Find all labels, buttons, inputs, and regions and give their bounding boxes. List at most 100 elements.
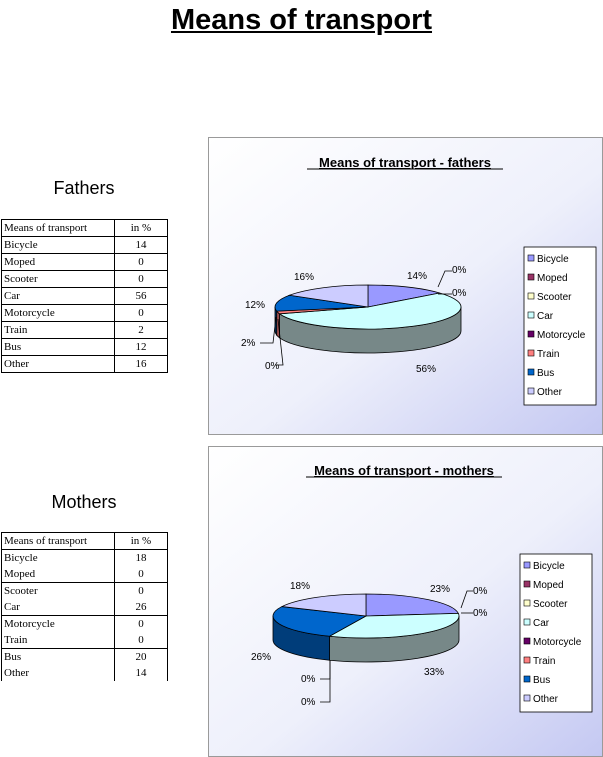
mothers-chart-svg: Means of transport - mothers 23% 0% 0% 33% 0%… <box>208 446 603 757</box>
table-cell-value: 18 <box>114 549 168 566</box>
pie-top-group <box>274 284 462 330</box>
table-cell-label: Bicycle <box>1 236 115 254</box>
data-label-other: 16% <box>294 272 314 283</box>
legend-swatch-moped <box>527 273 535 281</box>
table-cell-label: Bus <box>1 648 115 665</box>
table-row: Train 2 <box>1 321 168 339</box>
pie-slice-other <box>287 284 369 308</box>
table-header-cell: in % <box>114 219 168 237</box>
legend-label-bicycle: Bicycle <box>537 254 569 265</box>
legend-swatch-bus <box>523 675 531 683</box>
table-cell-value: 14 <box>114 665 168 681</box>
leader-line <box>437 270 452 288</box>
table-cell-label: Train <box>1 632 115 649</box>
table-header-cell: Means of transport <box>1 219 115 237</box>
table-cell-value: 12 <box>114 338 168 356</box>
data-label-moped: 0% <box>452 265 467 276</box>
table-cell-value: 26 <box>114 599 168 616</box>
table-header-cell: Means of transport <box>1 532 115 550</box>
table-row: Scooter 0 <box>1 270 168 288</box>
data-labels: 23% 0% 0% 33% 0% 0% 26% 18% <box>251 581 488 708</box>
data-label-scooter: 0% <box>473 608 488 619</box>
legend-swatch-moped <box>523 580 531 588</box>
legend-swatch-train <box>527 349 535 357</box>
table-row: Car 26 <box>1 599 168 616</box>
table-cell-label: Car <box>1 287 115 305</box>
table-header-row: Means of transport in % <box>1 219 168 237</box>
table-cell-value: 16 <box>114 355 168 373</box>
leader-line <box>275 318 284 366</box>
pie-slice-car <box>328 612 460 639</box>
legend-swatch-train <box>523 656 531 664</box>
legend-label-scooter: Scooter <box>533 599 568 610</box>
legend-box <box>519 553 593 713</box>
legend-label-train: Train <box>533 656 555 667</box>
table-cell-label: Other <box>1 665 115 681</box>
pie-slice-car <box>278 292 462 330</box>
table-cell-label: Motorcycle <box>1 615 115 632</box>
legend-label-other: Other <box>537 387 563 398</box>
legend-swatch-bus <box>527 368 535 376</box>
table-cell-value: 0 <box>114 582 168 599</box>
table-row: Other 14 <box>1 665 168 681</box>
pie-slice-bicycle <box>365 593 459 617</box>
pie-slice-bicycle <box>367 284 440 308</box>
legend-swatch-scooter <box>527 292 535 300</box>
table-header-cell: in % <box>114 532 168 550</box>
data-label-car: 33% <box>424 667 444 678</box>
fathers-heading: Fathers <box>53 178 115 198</box>
legend-label-motorcycle: Motorcycle <box>537 330 586 341</box>
table-row: Other 16 <box>1 355 168 373</box>
data-label-moped: 0% <box>473 586 488 597</box>
table-cell-label: Bus <box>1 338 115 356</box>
data-label-bicycle: 14% <box>407 271 427 282</box>
table-cell-label: Scooter <box>1 270 115 288</box>
mothers-table: Means of transport in % Bicycle 18 Moped 0 Sco… <box>1 532 168 681</box>
table-row: Bicycle 14 <box>1 236 168 254</box>
table-row: Moped 0 <box>1 253 168 271</box>
table-cell-value: 0 <box>114 615 168 632</box>
legend-swatch-scooter <box>523 599 531 607</box>
table-row: Bus 12 <box>1 338 168 356</box>
table-row: Bus 20 <box>1 648 168 665</box>
table-cell-value: 0 <box>114 566 168 583</box>
table-cell-label: Train <box>1 321 115 339</box>
fathers-table: Means of transport in % Bicycle 14 Moped 0 Sco… <box>1 219 168 373</box>
legend-label-moped: Moped <box>537 273 568 284</box>
pie-slice-other <box>280 593 367 617</box>
table-cell-value: 0 <box>114 253 168 271</box>
legend-swatch-bicycle <box>523 561 531 569</box>
table-row: Motorcycle 0 <box>1 304 168 322</box>
legend-label-bicycle: Bicycle <box>533 561 565 572</box>
leader-line <box>260 316 277 344</box>
legend-label-train: Train <box>537 349 559 360</box>
chart-title: Means of transport - fathers <box>319 155 491 170</box>
legend: Bicycle Moped Scooter Car Motorcycle Train Bus… <box>523 246 597 406</box>
legend-swatch-motorcycle <box>523 637 531 645</box>
table-row: Scooter 0 <box>1 582 168 599</box>
table-cell-value: 20 <box>114 648 168 665</box>
table-cell-value: 56 <box>114 287 168 305</box>
legend-label-car: Car <box>537 311 554 322</box>
data-labels: 14% 0% 0% 56% 0% 2% 12% 16% <box>241 265 467 375</box>
legend-swatch-car <box>523 618 531 626</box>
data-label-bus: 26% <box>251 652 271 663</box>
fathers-chart: Means of transport - fathers 14% 0% 0% 56% 0%… <box>208 137 603 435</box>
legend-swatch-other <box>523 694 531 702</box>
leader-line <box>320 660 331 703</box>
table-cell-value: 2 <box>114 321 168 339</box>
table-cell-label: Bicycle <box>1 549 115 566</box>
table-cell-label: Moped <box>1 566 115 583</box>
data-label-motorcycle: 0% <box>301 674 316 685</box>
table-row: Moped 0 <box>1 566 168 583</box>
legend-box <box>523 246 597 406</box>
table-cell-label: Other <box>1 355 115 373</box>
page-title: Means of transport <box>170 4 433 36</box>
legend-label-scooter: Scooter <box>537 292 572 303</box>
data-label-train: 2% <box>241 338 256 349</box>
legend-label-other: Other <box>533 694 559 705</box>
table-row: Bicycle 18 <box>1 549 168 566</box>
table-cell-value: 0 <box>114 632 168 649</box>
data-label-motorcycle: 0% <box>265 361 280 372</box>
table-cell-value: 0 <box>114 304 168 322</box>
